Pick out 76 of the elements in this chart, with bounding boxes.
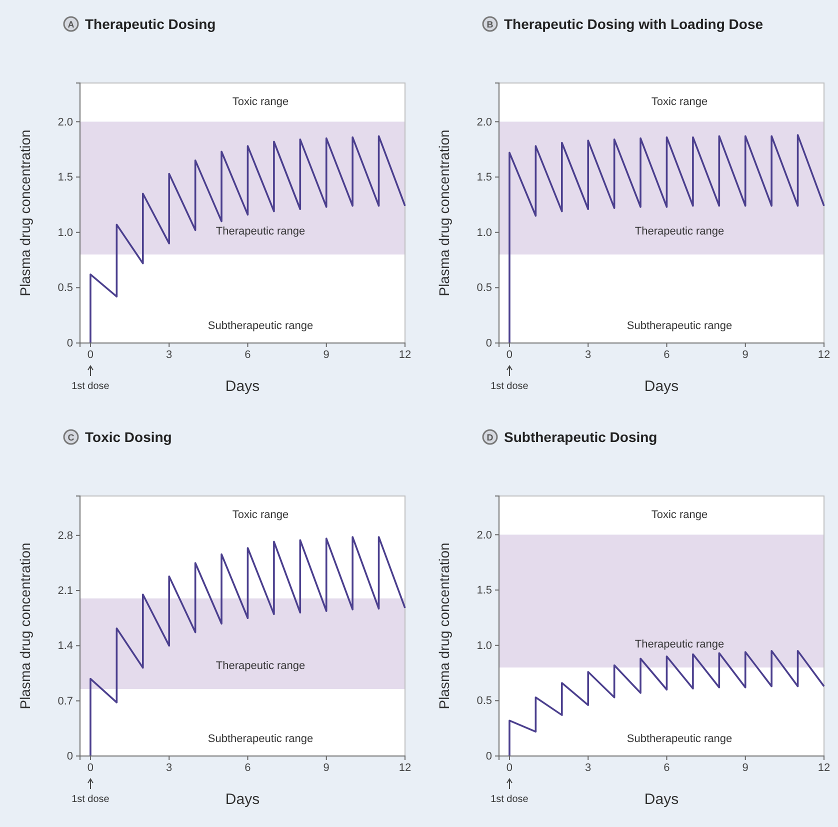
- x-tick-label: 0: [87, 762, 94, 774]
- band-label: Therapeutic range: [634, 638, 724, 650]
- y-tick-label: 0: [66, 750, 73, 763]
- x-tick-label: 6: [244, 762, 251, 774]
- band-label: Subtherapeutic range: [208, 320, 314, 332]
- y-tick-label: 1.5: [58, 172, 73, 184]
- y-tick-label: 2.0: [476, 529, 492, 542]
- text: 1st dose: [72, 794, 110, 805]
- text: A: [68, 20, 75, 30]
- band-label: Subtherapeutic range: [208, 733, 314, 745]
- chart-title: Subtherapeutic Dosing: [504, 429, 658, 445]
- y-tick-label: 0: [66, 338, 73, 350]
- x-tick-label: 12: [398, 348, 412, 361]
- text: 1st dose: [490, 381, 529, 392]
- x-tick-label: 9: [742, 762, 748, 774]
- line-series: [508, 650, 825, 757]
- x-tick-label: 0: [506, 762, 513, 774]
- x-tick-label: 6: [664, 762, 670, 774]
- text: B: [486, 20, 494, 30]
- y-axis-title: Plasma drug concentration: [436, 542, 452, 710]
- x-tick-label: 3: [585, 348, 592, 361]
- chart-title: Therapeutic Dosing with Loading Dose: [504, 16, 764, 32]
- band-label: Therapeutic range: [216, 660, 306, 672]
- band-label: Toxic range: [232, 96, 289, 108]
- line-series: [90, 536, 406, 757]
- band-label: Toxic range: [651, 96, 708, 108]
- y-tick-label: 1.0: [58, 226, 73, 239]
- x-tick-label: 9: [323, 762, 330, 774]
- text: D: [486, 432, 494, 442]
- x-tick-label: 6: [664, 348, 670, 361]
- chart-title: Therapeutic Dosing: [85, 16, 216, 32]
- band-label: Subtherapeutic range: [626, 733, 732, 745]
- x-tick-label: 0: [506, 348, 513, 361]
- text: 1st dose: [490, 794, 529, 805]
- x-tick-label: 9: [323, 348, 330, 361]
- y-tick-label: 1.5: [476, 584, 492, 597]
- band-label: Therapeutic range: [634, 225, 724, 238]
- y-tick-label: 0.5: [58, 282, 73, 294]
- y-axis-title: Plasma drug concentration: [436, 130, 452, 296]
- x-tick-label: 3: [166, 762, 172, 774]
- chart-title: Toxic Dosing: [85, 429, 172, 445]
- text: C: [68, 432, 75, 442]
- x-tick-label: 12: [398, 762, 412, 774]
- band-label: Toxic range: [232, 509, 289, 521]
- line-series: [508, 134, 825, 344]
- y-tick-label: 1.5: [476, 172, 492, 184]
- y-tick-label: 1.0: [476, 226, 492, 239]
- y-axis-title: Plasma drug concentration: [17, 542, 33, 710]
- x-tick-label: 3: [585, 762, 592, 774]
- y-axis-title: Plasma drug concentration: [17, 130, 33, 296]
- y-tick-label: 0: [486, 750, 492, 763]
- x-axis-title: Days: [644, 378, 679, 395]
- text: 1st dose: [72, 381, 110, 392]
- x-tick-label: 12: [818, 348, 830, 361]
- y-tick-label: 0.5: [476, 695, 492, 708]
- x-tick-label: 3: [166, 348, 172, 361]
- y-tick-label: 0: [486, 338, 492, 350]
- x-axis-title: Days: [225, 378, 260, 395]
- x-tick-label: 9: [742, 348, 748, 361]
- x-axis-title: Days: [644, 791, 679, 808]
- x-tick-label: 12: [818, 762, 830, 774]
- y-tick-label: 2.0: [58, 116, 73, 128]
- y-tick-label: 0.5: [476, 282, 492, 294]
- band-label: Toxic range: [651, 509, 708, 521]
- x-axis-title: Days: [225, 791, 260, 808]
- band-label: Subtherapeutic range: [626, 320, 732, 332]
- y-tick-label: 1.0: [476, 640, 492, 652]
- y-tick-label: 2.0: [476, 116, 492, 128]
- line-series: [90, 135, 406, 344]
- x-tick-label: 6: [244, 348, 251, 361]
- y-tick-label: 0.7: [58, 695, 73, 708]
- y-tick-label: 2.8: [58, 530, 73, 542]
- x-tick-label: 0: [87, 348, 94, 361]
- y-tick-label: 2.1: [58, 585, 73, 598]
- y-tick-label: 1.4: [58, 640, 73, 652]
- band-label: Therapeutic range: [216, 225, 306, 238]
